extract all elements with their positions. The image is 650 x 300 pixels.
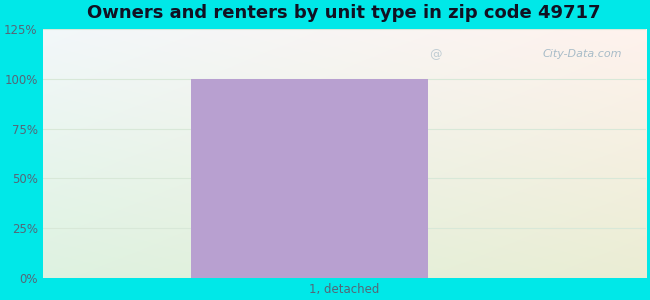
Title: Owners and renters by unit type in zip code 49717: Owners and renters by unit type in zip c…	[88, 4, 601, 22]
Text: @: @	[428, 48, 441, 61]
Text: City-Data.com: City-Data.com	[542, 49, 621, 59]
Bar	[191, 79, 428, 278]
